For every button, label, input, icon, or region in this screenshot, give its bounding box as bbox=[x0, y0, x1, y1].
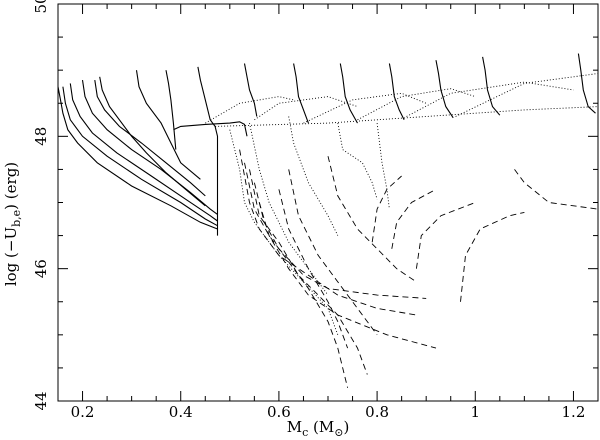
x-axis-title-main: M bbox=[287, 418, 302, 436]
y-tick-label: 48 bbox=[32, 127, 50, 146]
x-tick-label: 0.4 bbox=[169, 403, 193, 421]
series-line-26 bbox=[288, 116, 339, 236]
x-axis-title-unit-close: ) bbox=[343, 418, 349, 436]
series-line-14 bbox=[435, 60, 454, 119]
y-tick-label: 46 bbox=[32, 259, 50, 278]
series-line-32 bbox=[253, 182, 427, 299]
x-tick-label: 0.8 bbox=[365, 403, 389, 421]
series-line-34 bbox=[278, 189, 349, 349]
series-line-23 bbox=[215, 106, 599, 127]
x-tick-label: 1 bbox=[470, 403, 480, 421]
plot-frame bbox=[57, 3, 599, 402]
series-line-27 bbox=[337, 123, 378, 200]
series-line-19 bbox=[303, 92, 427, 124]
series-line-3 bbox=[81, 80, 218, 215]
series-line-15 bbox=[482, 56, 501, 116]
series-line-31 bbox=[249, 169, 368, 375]
x-axis-title-unit-open: (M bbox=[308, 418, 334, 436]
series-line-20 bbox=[357, 88, 476, 121]
series-layer bbox=[57, 53, 599, 388]
series-line-16 bbox=[577, 53, 596, 114]
x-tick-label: 0.2 bbox=[71, 403, 95, 421]
series-line-29 bbox=[239, 149, 417, 316]
series-line-36 bbox=[327, 156, 417, 283]
x-axis-title: Mc (M⊙) bbox=[287, 418, 350, 439]
label-layer: 0.2 0.4 0.6 0.8 1 1.2 44 46 48 50 bbox=[32, 0, 585, 421]
series-line-8 bbox=[197, 66, 219, 236]
series-line-7 bbox=[165, 70, 177, 150]
series-line-10 bbox=[243, 63, 258, 117]
x-tick-label: 1.2 bbox=[562, 403, 586, 421]
series-line-39 bbox=[415, 202, 476, 269]
y-tick-label: 50 bbox=[32, 0, 50, 14]
y-axis-title-sub: b,e bbox=[10, 210, 23, 227]
series-line-37 bbox=[371, 175, 402, 243]
series-line-1 bbox=[62, 86, 218, 227]
series-line-2 bbox=[69, 83, 218, 222]
series-line-35 bbox=[288, 169, 378, 336]
series-line-5 bbox=[99, 76, 206, 207]
y-tick-label: 44 bbox=[32, 391, 50, 410]
series-line-21 bbox=[406, 81, 574, 117]
series-line-11 bbox=[293, 63, 309, 124]
y-axis-title-main: log (−U bbox=[2, 227, 20, 286]
x-tick-label: 0.6 bbox=[267, 403, 291, 421]
tick-layer bbox=[57, 3, 599, 402]
x-axis-title-unit-sub: ⊙ bbox=[334, 426, 343, 439]
series-line-0 bbox=[57, 86, 218, 230]
series-line-17 bbox=[205, 96, 294, 124]
series-line-13 bbox=[388, 63, 405, 121]
series-line-33 bbox=[258, 202, 437, 349]
series-line-4 bbox=[94, 80, 206, 197]
series-line-40 bbox=[460, 211, 525, 302]
series-line-28 bbox=[376, 123, 390, 210]
y-axis-title-close: ) (erg) bbox=[2, 162, 20, 210]
series-line-18 bbox=[254, 96, 358, 121]
series-line-9 bbox=[173, 121, 248, 137]
series-line-12 bbox=[339, 63, 358, 124]
series-line-30 bbox=[244, 162, 349, 388]
series-line-6 bbox=[135, 70, 201, 180]
x-axis-title-sub: c bbox=[302, 426, 308, 439]
series-line-38 bbox=[391, 188, 437, 249]
series-line-25 bbox=[249, 123, 329, 296]
series-line-41 bbox=[514, 169, 599, 210]
y-axis-title: log (−Ub,e) (erg) bbox=[2, 162, 23, 286]
